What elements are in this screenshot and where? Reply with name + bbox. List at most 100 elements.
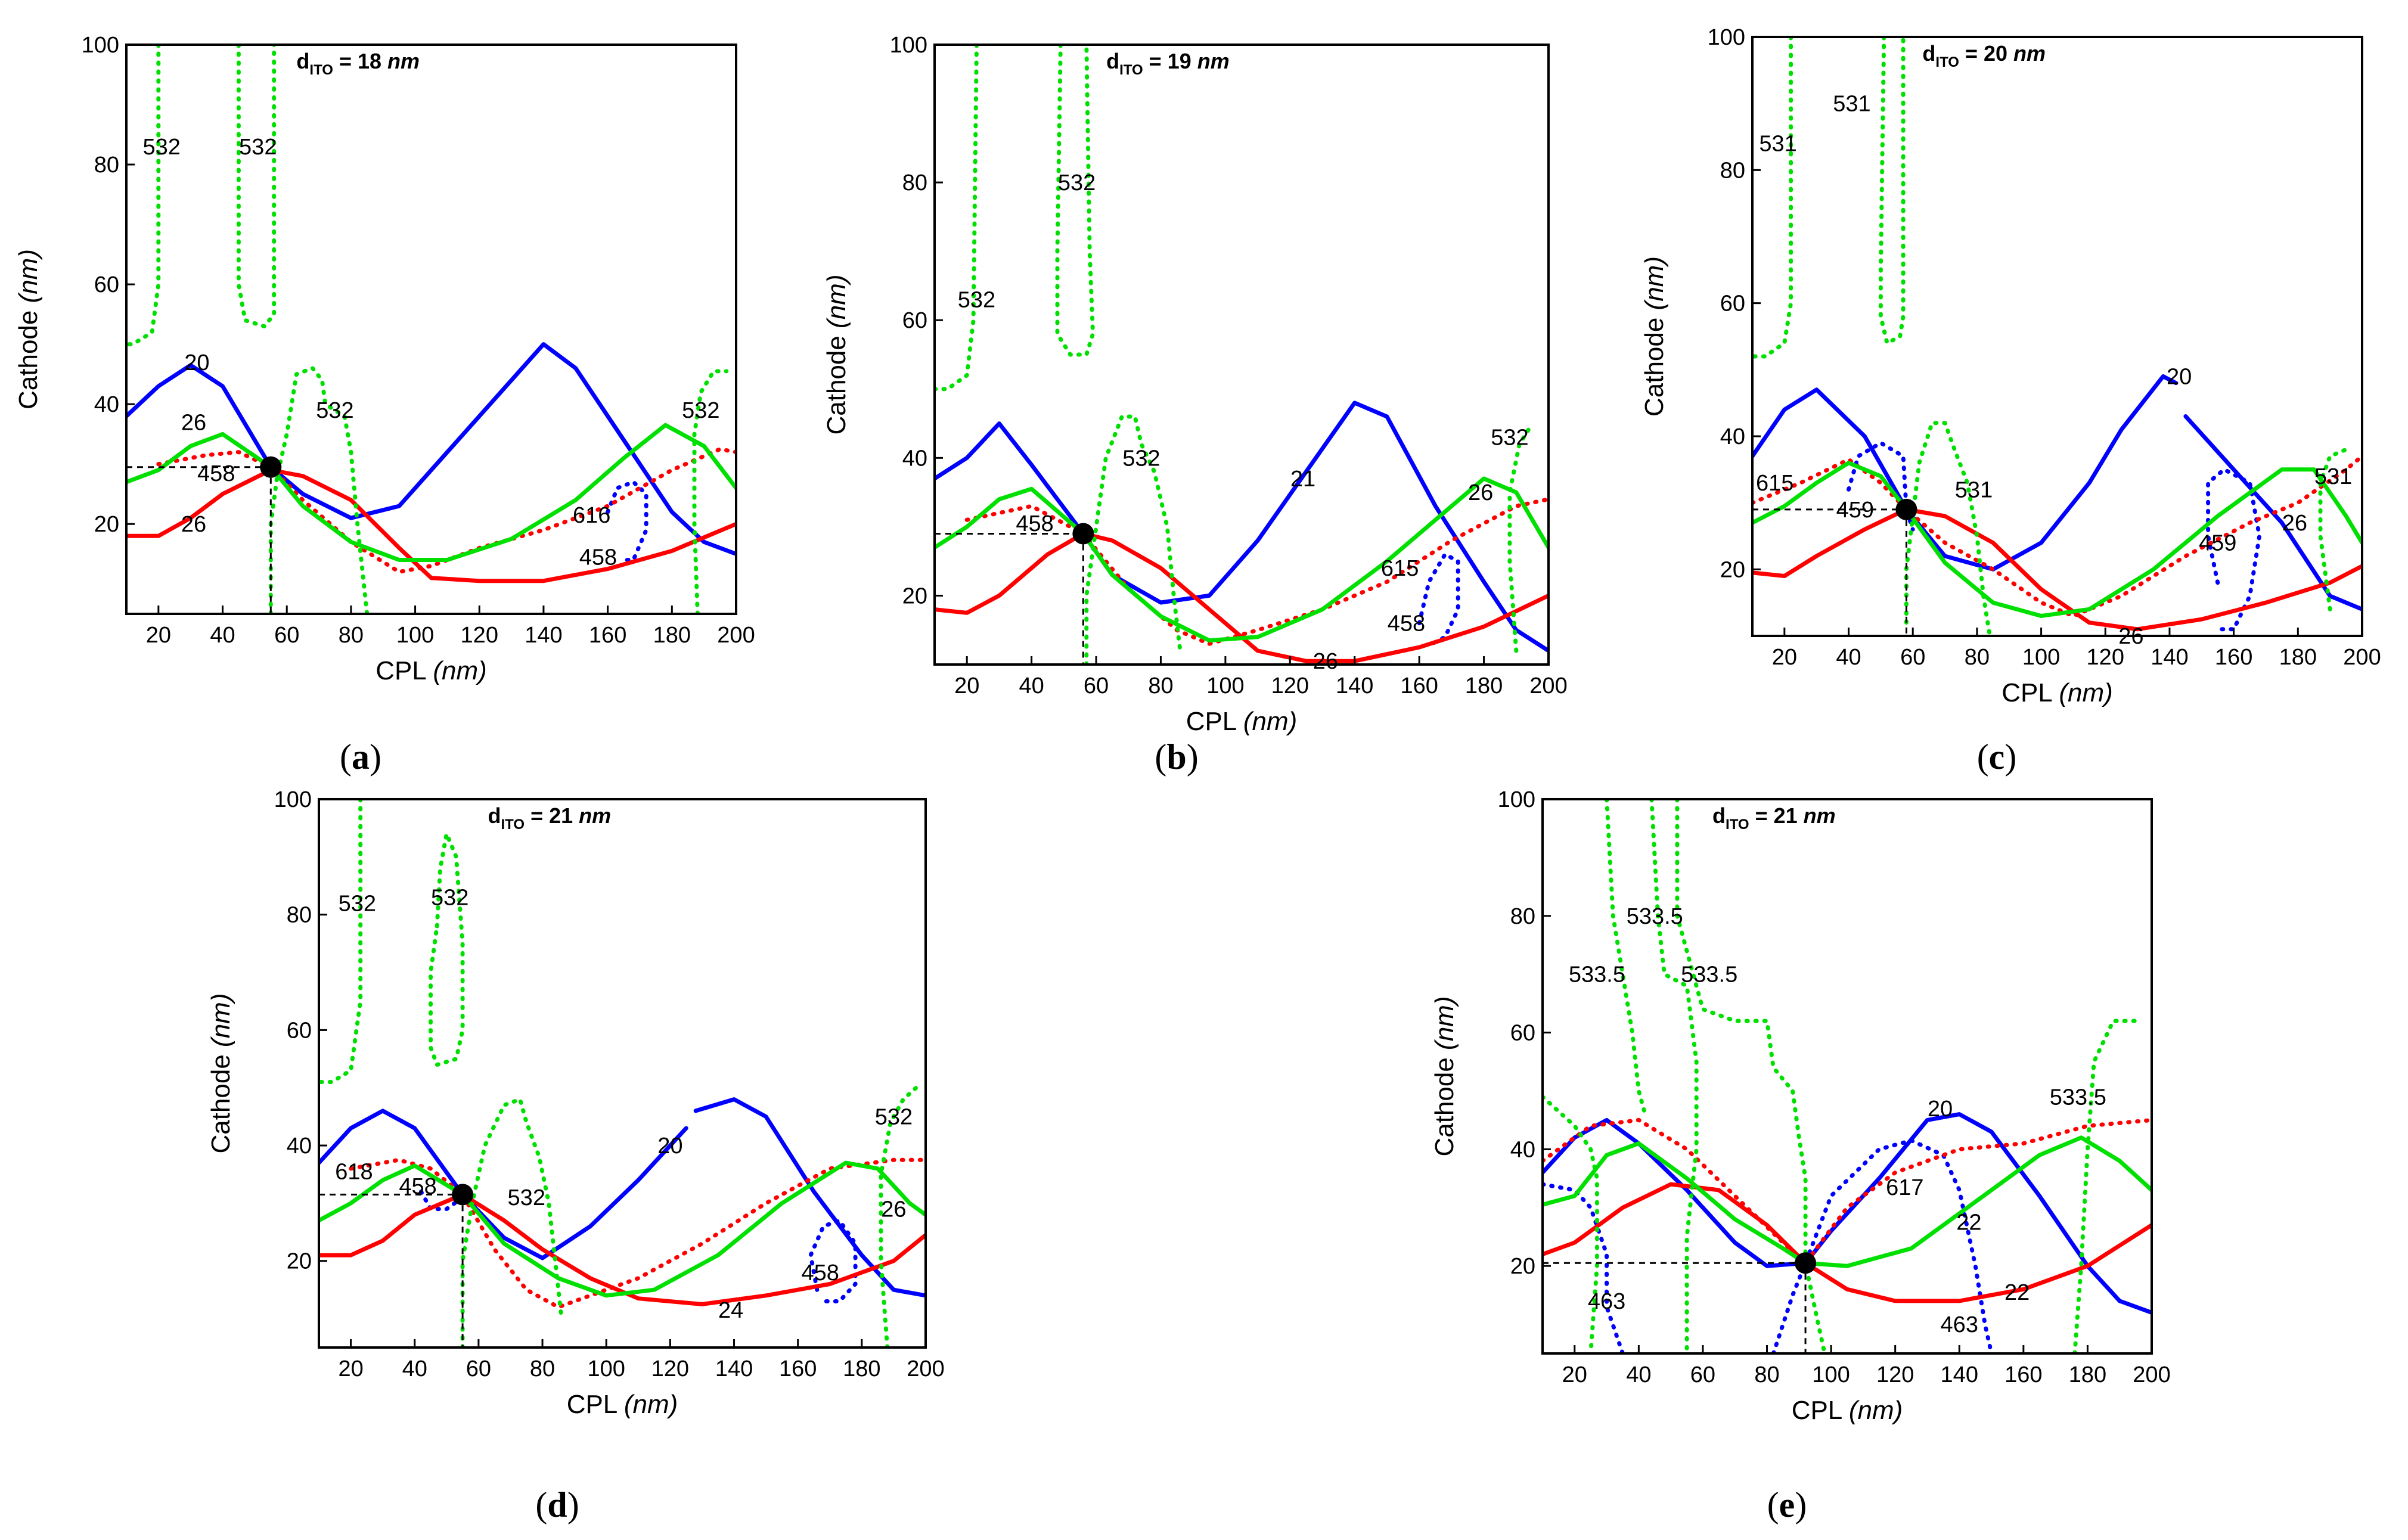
curve-label-3: 532 bbox=[316, 398, 353, 423]
y-tick-label: 20 bbox=[1510, 1254, 1535, 1279]
x-tick-label: 40 bbox=[402, 1356, 427, 1381]
x-tick-label: 160 bbox=[1400, 673, 1438, 698]
panel-title: dITO = 18 nm bbox=[296, 49, 420, 78]
curve-label-4: 532 bbox=[682, 398, 719, 423]
x-tick-label: 200 bbox=[2343, 645, 2381, 670]
y-tick-label: 40 bbox=[1510, 1137, 1535, 1162]
series-group bbox=[1752, 37, 2362, 636]
curve-label-3: 533.5 bbox=[1681, 962, 1737, 988]
series-curve-5 bbox=[935, 476, 1549, 643]
y-tick-label: 100 bbox=[1708, 25, 1745, 50]
x-tick-label: 40 bbox=[1019, 673, 1044, 698]
panel-title: dITO = 21 nm bbox=[1712, 803, 1836, 833]
curve-label-5: 533.5 bbox=[2050, 1085, 2106, 1110]
series-curve-6 bbox=[126, 45, 161, 347]
series-curve-4 bbox=[156, 447, 736, 575]
series-group bbox=[319, 799, 926, 1348]
x-tick-label: 120 bbox=[461, 623, 498, 648]
x-tick-label: 20 bbox=[954, 673, 979, 698]
x-tick-label: 200 bbox=[717, 623, 755, 648]
curve-label-9: 463 bbox=[1941, 1312, 1978, 1337]
x-tick-label: 140 bbox=[2151, 645, 2188, 670]
x-tick-label: 180 bbox=[653, 623, 691, 648]
y-tick-label: 40 bbox=[1720, 424, 1745, 449]
y-tick-label: 100 bbox=[890, 33, 927, 58]
y-axis-title: Cathode (nm) bbox=[14, 249, 43, 409]
curve-label-7: 22 bbox=[1956, 1210, 1981, 1235]
curve-label-2: 532 bbox=[1058, 170, 1096, 195]
operating-point-marker bbox=[1072, 523, 1094, 545]
x-tick-label: 140 bbox=[525, 623, 562, 648]
y-axis-title: Cathode (nm) bbox=[822, 274, 851, 434]
panel-title: dITO = 19 nm bbox=[1106, 49, 1230, 78]
y-tick-label: 100 bbox=[82, 33, 119, 58]
x-tick-label: 40 bbox=[1836, 645, 1861, 670]
curve-label-9: 458 bbox=[801, 1260, 839, 1286]
curve-label-8: 615 bbox=[1381, 556, 1419, 581]
series-curve-9 bbox=[429, 831, 465, 1067]
y-axis-title: Cathode (nm) bbox=[206, 993, 235, 1153]
x-axis-title: CPL (nm) bbox=[376, 656, 487, 685]
x-tick-label: 60 bbox=[1084, 673, 1109, 698]
curve-label-10: 22 bbox=[2004, 1280, 2030, 1305]
curve-label-6: 26 bbox=[181, 410, 206, 435]
x-tick-label: 180 bbox=[2069, 1362, 2106, 1387]
curve-label-6: 20 bbox=[657, 1134, 682, 1159]
y-tick-label: 40 bbox=[902, 446, 927, 471]
curve-label-5: 531 bbox=[1955, 477, 1993, 502]
x-tick-label: 80 bbox=[1965, 645, 1990, 670]
series-curve-8 bbox=[268, 366, 370, 614]
x-tick-label: 100 bbox=[1812, 1362, 1850, 1387]
x-tick-label: 200 bbox=[1529, 673, 1567, 698]
x-tick-label: 60 bbox=[1900, 645, 1925, 670]
curve-label-10: 458 bbox=[579, 545, 617, 570]
curve-label-4: 20 bbox=[1928, 1097, 1953, 1122]
x-tick-label: 120 bbox=[2087, 645, 2124, 670]
operating-point-marker bbox=[452, 1184, 474, 1206]
series-curve-11 bbox=[2072, 1019, 2145, 1353]
x-tick-label: 100 bbox=[396, 623, 434, 648]
series-curve-5 bbox=[1543, 1117, 2152, 1265]
curve-label-6: 21 bbox=[1290, 467, 1315, 492]
x-tick-label: 160 bbox=[2215, 645, 2252, 670]
curve-label-8: 26 bbox=[881, 1197, 906, 1222]
panel-letter-label: (e) bbox=[1767, 1485, 1807, 1525]
series-curve-3 bbox=[419, 1190, 465, 1212]
series-curve-3 bbox=[126, 468, 736, 583]
operating-point-marker bbox=[1895, 498, 1917, 520]
series-curve-6 bbox=[935, 45, 979, 392]
curve-label-10: 26 bbox=[1313, 649, 1338, 674]
x-tick-label: 20 bbox=[1562, 1362, 1587, 1387]
x-axis-title: CPL (nm) bbox=[2002, 678, 2113, 707]
panel-e: 533.5 533.5 533.5 20 533.5 617 22 463 463 22 20 40 6… bbox=[1430, 787, 2171, 1525]
y-axis-title: Cathode (nm) bbox=[1640, 256, 1669, 417]
panel-b: 532 532 532 532 458 21 26 615 458 26 20 40 60 80 100 12… bbox=[822, 33, 1568, 777]
series-curve-2 bbox=[606, 480, 648, 562]
x-tick-label: 200 bbox=[907, 1356, 944, 1381]
series-curve-5 bbox=[1752, 507, 2362, 632]
curve-label-6: 617 bbox=[1886, 1175, 1923, 1200]
operating-point-marker bbox=[1795, 1252, 1817, 1274]
curve-label-7: 26 bbox=[1468, 480, 1493, 505]
x-tick-label: 120 bbox=[651, 1356, 689, 1381]
series-curve-7 bbox=[319, 1160, 926, 1298]
series-curve-1 bbox=[1543, 1112, 2152, 1315]
series-curve-8 bbox=[319, 799, 363, 1084]
curve-label-8: 463 bbox=[1588, 1289, 1625, 1314]
series-curve-2 bbox=[1417, 552, 1460, 646]
series-curve-2 bbox=[693, 1097, 926, 1298]
x-tick-label: 180 bbox=[2279, 645, 2317, 670]
curve-label-5: 532 bbox=[508, 1185, 545, 1210]
curve-label-3: 618 bbox=[335, 1160, 373, 1185]
series-curve-7 bbox=[1752, 461, 2362, 618]
x-tick-label: 80 bbox=[1148, 673, 1173, 698]
curve-label-1: 532 bbox=[143, 135, 181, 160]
x-tick-label: 140 bbox=[1336, 673, 1373, 698]
y-tick-label: 60 bbox=[1720, 291, 1745, 316]
x-tick-label: 60 bbox=[466, 1356, 491, 1381]
series-curve-9 bbox=[1507, 421, 1535, 653]
x-tick-label: 20 bbox=[146, 623, 171, 648]
series-curve-8 bbox=[1752, 37, 1793, 359]
series-curve-10 bbox=[460, 1097, 564, 1348]
